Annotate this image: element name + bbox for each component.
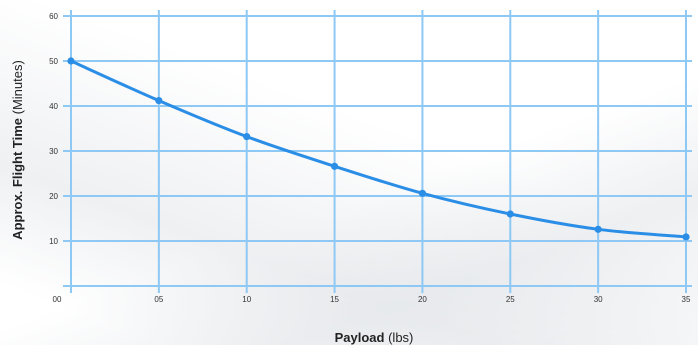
x-tick-label: 10 xyxy=(242,295,251,304)
data-point xyxy=(506,210,514,218)
y-tick-label: 60 xyxy=(49,12,58,21)
y-tick-label: 10 xyxy=(49,237,58,246)
y-axis-title-unit: (Minutes) xyxy=(10,60,25,118)
y-axis-title: Approx. Flight Time (Minutes) xyxy=(10,60,25,240)
x-tick-label: 00 xyxy=(53,295,62,304)
y-tick-label: 40 xyxy=(49,102,58,111)
tick-labels: 10 20 30 40 50 60 00 05 10 15 20 25 30 35 xyxy=(49,12,691,304)
x-tick-label: 25 xyxy=(506,295,515,304)
y-tick-label: 30 xyxy=(49,147,58,156)
data-point xyxy=(330,162,339,170)
data-point xyxy=(67,57,75,65)
grid xyxy=(63,10,692,293)
y-tick-label: 20 xyxy=(49,192,58,201)
x-tick-label: 15 xyxy=(330,295,339,304)
data-point xyxy=(418,189,427,197)
x-tick-label: 20 xyxy=(418,295,427,304)
y-axis-title-bold: Approx. Flight Time xyxy=(10,118,25,240)
data-point xyxy=(155,97,163,105)
x-axis-title-unit: (lbs) xyxy=(384,330,413,345)
series-line xyxy=(69,59,688,239)
data-point xyxy=(682,233,690,241)
data-point xyxy=(243,133,251,141)
x-tick-label: 05 xyxy=(154,295,163,304)
x-axis-title: Payload (lbs) xyxy=(335,330,414,345)
x-axis-title-bold: Payload xyxy=(335,330,385,345)
x-tick-label: 30 xyxy=(594,295,603,304)
series xyxy=(67,57,690,241)
y-tick-label: 50 xyxy=(49,57,58,66)
data-point xyxy=(594,225,602,233)
x-tick-label: 35 xyxy=(682,295,691,304)
